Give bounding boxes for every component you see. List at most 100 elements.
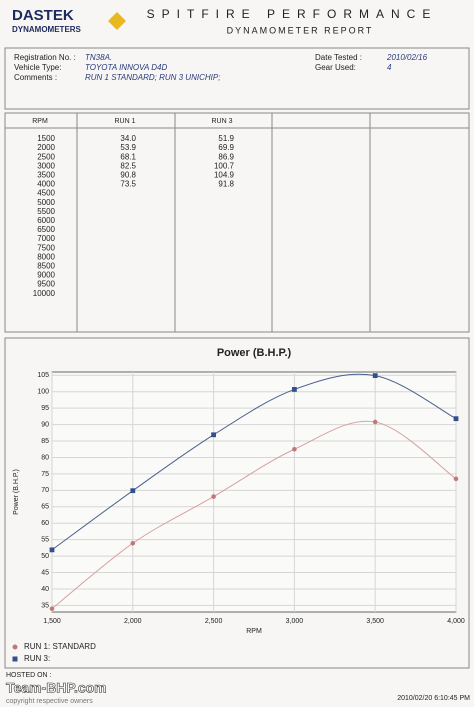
table-cell: 104.9	[214, 171, 235, 180]
field-value: 4	[387, 63, 392, 72]
copyright: copyright respective owners	[6, 698, 93, 705]
y-tick-label: 100	[37, 389, 49, 396]
field-label: Gear Used:	[315, 63, 356, 72]
table-cell: 51.9	[218, 134, 234, 143]
table-cell: 4000	[37, 180, 55, 189]
table-cell: 9000	[37, 271, 55, 280]
series-line	[51, 373, 457, 551]
table-cell: 100.7	[214, 161, 235, 170]
point	[49, 547, 55, 553]
table-cell: 4500	[37, 189, 55, 198]
table-cell: 8000	[37, 252, 55, 261]
x-tick-label: 3,500	[366, 618, 384, 625]
table-cell: 34.0	[120, 134, 136, 143]
y-tick-label: 45	[41, 569, 49, 576]
table-cell: 7500	[37, 243, 55, 252]
point	[453, 416, 459, 422]
point	[372, 419, 378, 425]
y-tick-label: 70	[41, 487, 49, 494]
report-title: SPITFIRE PERFORMANCE	[147, 7, 438, 21]
table-cell: 82.5	[120, 161, 136, 170]
chart-box	[4, 337, 470, 669]
y-tick-label: 90	[41, 421, 49, 428]
data-table: RPM RUN 1 RUN 3 1500 34.0 51.9 2000 53.9 69.9 250…	[32, 118, 234, 298]
field-value: 2010/02/16	[386, 53, 428, 62]
y-tick-label: 55	[41, 537, 49, 544]
point	[453, 476, 459, 482]
point	[372, 373, 378, 379]
site-name: Team-BHP.com	[6, 680, 107, 696]
info-box	[4, 47, 470, 110]
point	[292, 387, 297, 392]
point	[130, 540, 136, 546]
column-header: RPM	[32, 118, 48, 125]
table-cell: 86.9	[218, 152, 234, 161]
x-tick-label: 4,000	[447, 618, 465, 625]
x-tick-label: 1,500	[43, 618, 61, 625]
field-label: Comments :	[14, 73, 57, 82]
hosted-label: HOSTED ON :	[6, 672, 52, 679]
y-tick-label: 80	[41, 454, 49, 461]
table-cell: 6500	[37, 225, 55, 234]
y-tick-label: 65	[41, 504, 49, 511]
x-tick-label: 2,000	[124, 618, 142, 625]
field-label: Date Tested :	[315, 53, 362, 62]
legend-marker	[12, 656, 18, 662]
x-axis-label: RPM	[246, 628, 262, 635]
series-line	[51, 420, 457, 610]
chart: Power (B.H.P.) 35 40 45 50 55 60 65 70 75 80 85 90 95…	[12, 347, 465, 663]
x-tick-label: 3,000	[286, 618, 304, 625]
field-value: TN38A.	[85, 53, 112, 62]
point	[130, 488, 136, 494]
table-cell: 5500	[37, 207, 55, 216]
y-tick-label: 95	[41, 405, 49, 412]
table-cell: 90.8	[120, 171, 136, 180]
y-tick-label: 60	[41, 520, 49, 527]
table-cell: 69.9	[218, 143, 234, 152]
table-cell: 1500	[37, 134, 55, 143]
table-cell: 2000	[37, 143, 55, 152]
table-cell: 73.5	[120, 180, 136, 189]
table-cell: 6000	[37, 216, 55, 225]
table-dividers	[76, 113, 371, 332]
table-box	[4, 112, 470, 333]
field-label: Registration No. :	[14, 53, 76, 62]
legend-label: RUN 3:	[24, 654, 50, 663]
info: Registration No. : TN38A. Vehicle Type: TOY…	[14, 53, 428, 82]
field-value: TOYOTA INNOVA D4D	[85, 63, 167, 72]
legend-label: RUN 1: STANDARD	[24, 642, 96, 651]
y-tick-label: 75	[41, 471, 49, 478]
logo-icon	[108, 12, 126, 30]
point	[49, 606, 55, 612]
table-cell: 7000	[37, 234, 55, 243]
logo-bottom: DYNAMOMETERS	[12, 25, 82, 34]
point	[211, 432, 216, 438]
table-cell: 2500	[37, 152, 55, 161]
point	[211, 494, 216, 499]
field-label: Vehicle Type:	[14, 63, 61, 72]
table-cell: 68.1	[120, 152, 136, 161]
y-tick-label: 105	[37, 372, 49, 379]
table-cell: 91.8	[218, 180, 234, 189]
table-cell: 3500	[37, 171, 55, 180]
logo-top: DASTEK	[12, 7, 74, 24]
plot-area	[51, 371, 457, 613]
table-cell: 10000	[33, 289, 56, 298]
y-tick-label: 40	[41, 586, 49, 593]
y-tick-label: 85	[41, 438, 49, 445]
table-cell: 8500	[37, 262, 55, 271]
table-cell: 3000	[37, 161, 55, 170]
field-value: RUN 1 STANDARD; RUN 3 UNICHIP;	[85, 73, 220, 82]
y-tick-label: 50	[41, 553, 49, 560]
table-cell: 5000	[37, 198, 55, 207]
y-axis-label: Power (B.H.P.)	[13, 469, 20, 515]
column-header: RUN 1	[114, 118, 135, 125]
point	[292, 446, 297, 452]
table-cell: 9500	[37, 280, 55, 289]
x-tick-label: 2,500	[205, 618, 223, 625]
chart-title: Power (B.H.P.)	[217, 347, 292, 359]
report-subtitle: DYNAMOMETER REPORT	[227, 25, 374, 35]
legend-marker	[12, 644, 18, 650]
